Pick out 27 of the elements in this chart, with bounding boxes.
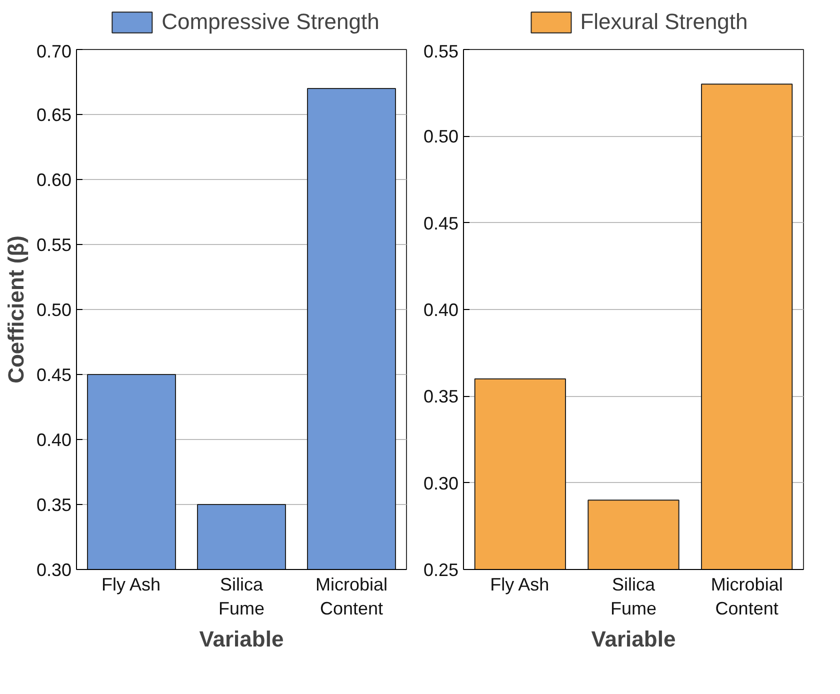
x-tick-label: Microbial Content [315, 574, 388, 618]
y-tick-label: 0.30 [423, 473, 459, 494]
y-tick-label: 0.40 [423, 300, 459, 320]
y-tick-label: 0.30 [36, 560, 72, 580]
y-tick-label: 0.35 [423, 386, 459, 407]
x-tick-label: Fly Ash [490, 574, 550, 594]
y-tick-label: 0.45 [36, 365, 72, 385]
legend-label: Flexural Strength [580, 9, 748, 35]
y-tick-label: 0.50 [36, 300, 72, 320]
x-tick-label: Silica Fume [610, 574, 657, 618]
y-tick-label: 0.50 [423, 126, 459, 147]
y-tick-label: 0.55 [36, 235, 72, 255]
x-tick-label: Microbial Content [710, 574, 783, 618]
y-tick-label: 0.35 [36, 495, 72, 515]
x-tick-label: Silica Fume [218, 574, 265, 618]
y-tick-label: 0.60 [36, 170, 72, 190]
y-tick-label: 0.25 [423, 560, 459, 580]
x-tick-label: Fly Ash [101, 574, 161, 594]
legend-label: Compressive Strength [162, 9, 380, 35]
y-axis-title: Coefficient (β) [3, 236, 28, 384]
y-tick-label: 0.65 [36, 105, 72, 125]
y-tick-label: 0.45 [423, 213, 459, 234]
y-tick-label: 0.40 [36, 430, 72, 450]
y-tick-label: 0.55 [423, 42, 459, 62]
x-axis-title: Variable [199, 626, 284, 652]
y-tick-label: 0.70 [36, 42, 72, 62]
x-axis-title: Variable [591, 626, 676, 652]
